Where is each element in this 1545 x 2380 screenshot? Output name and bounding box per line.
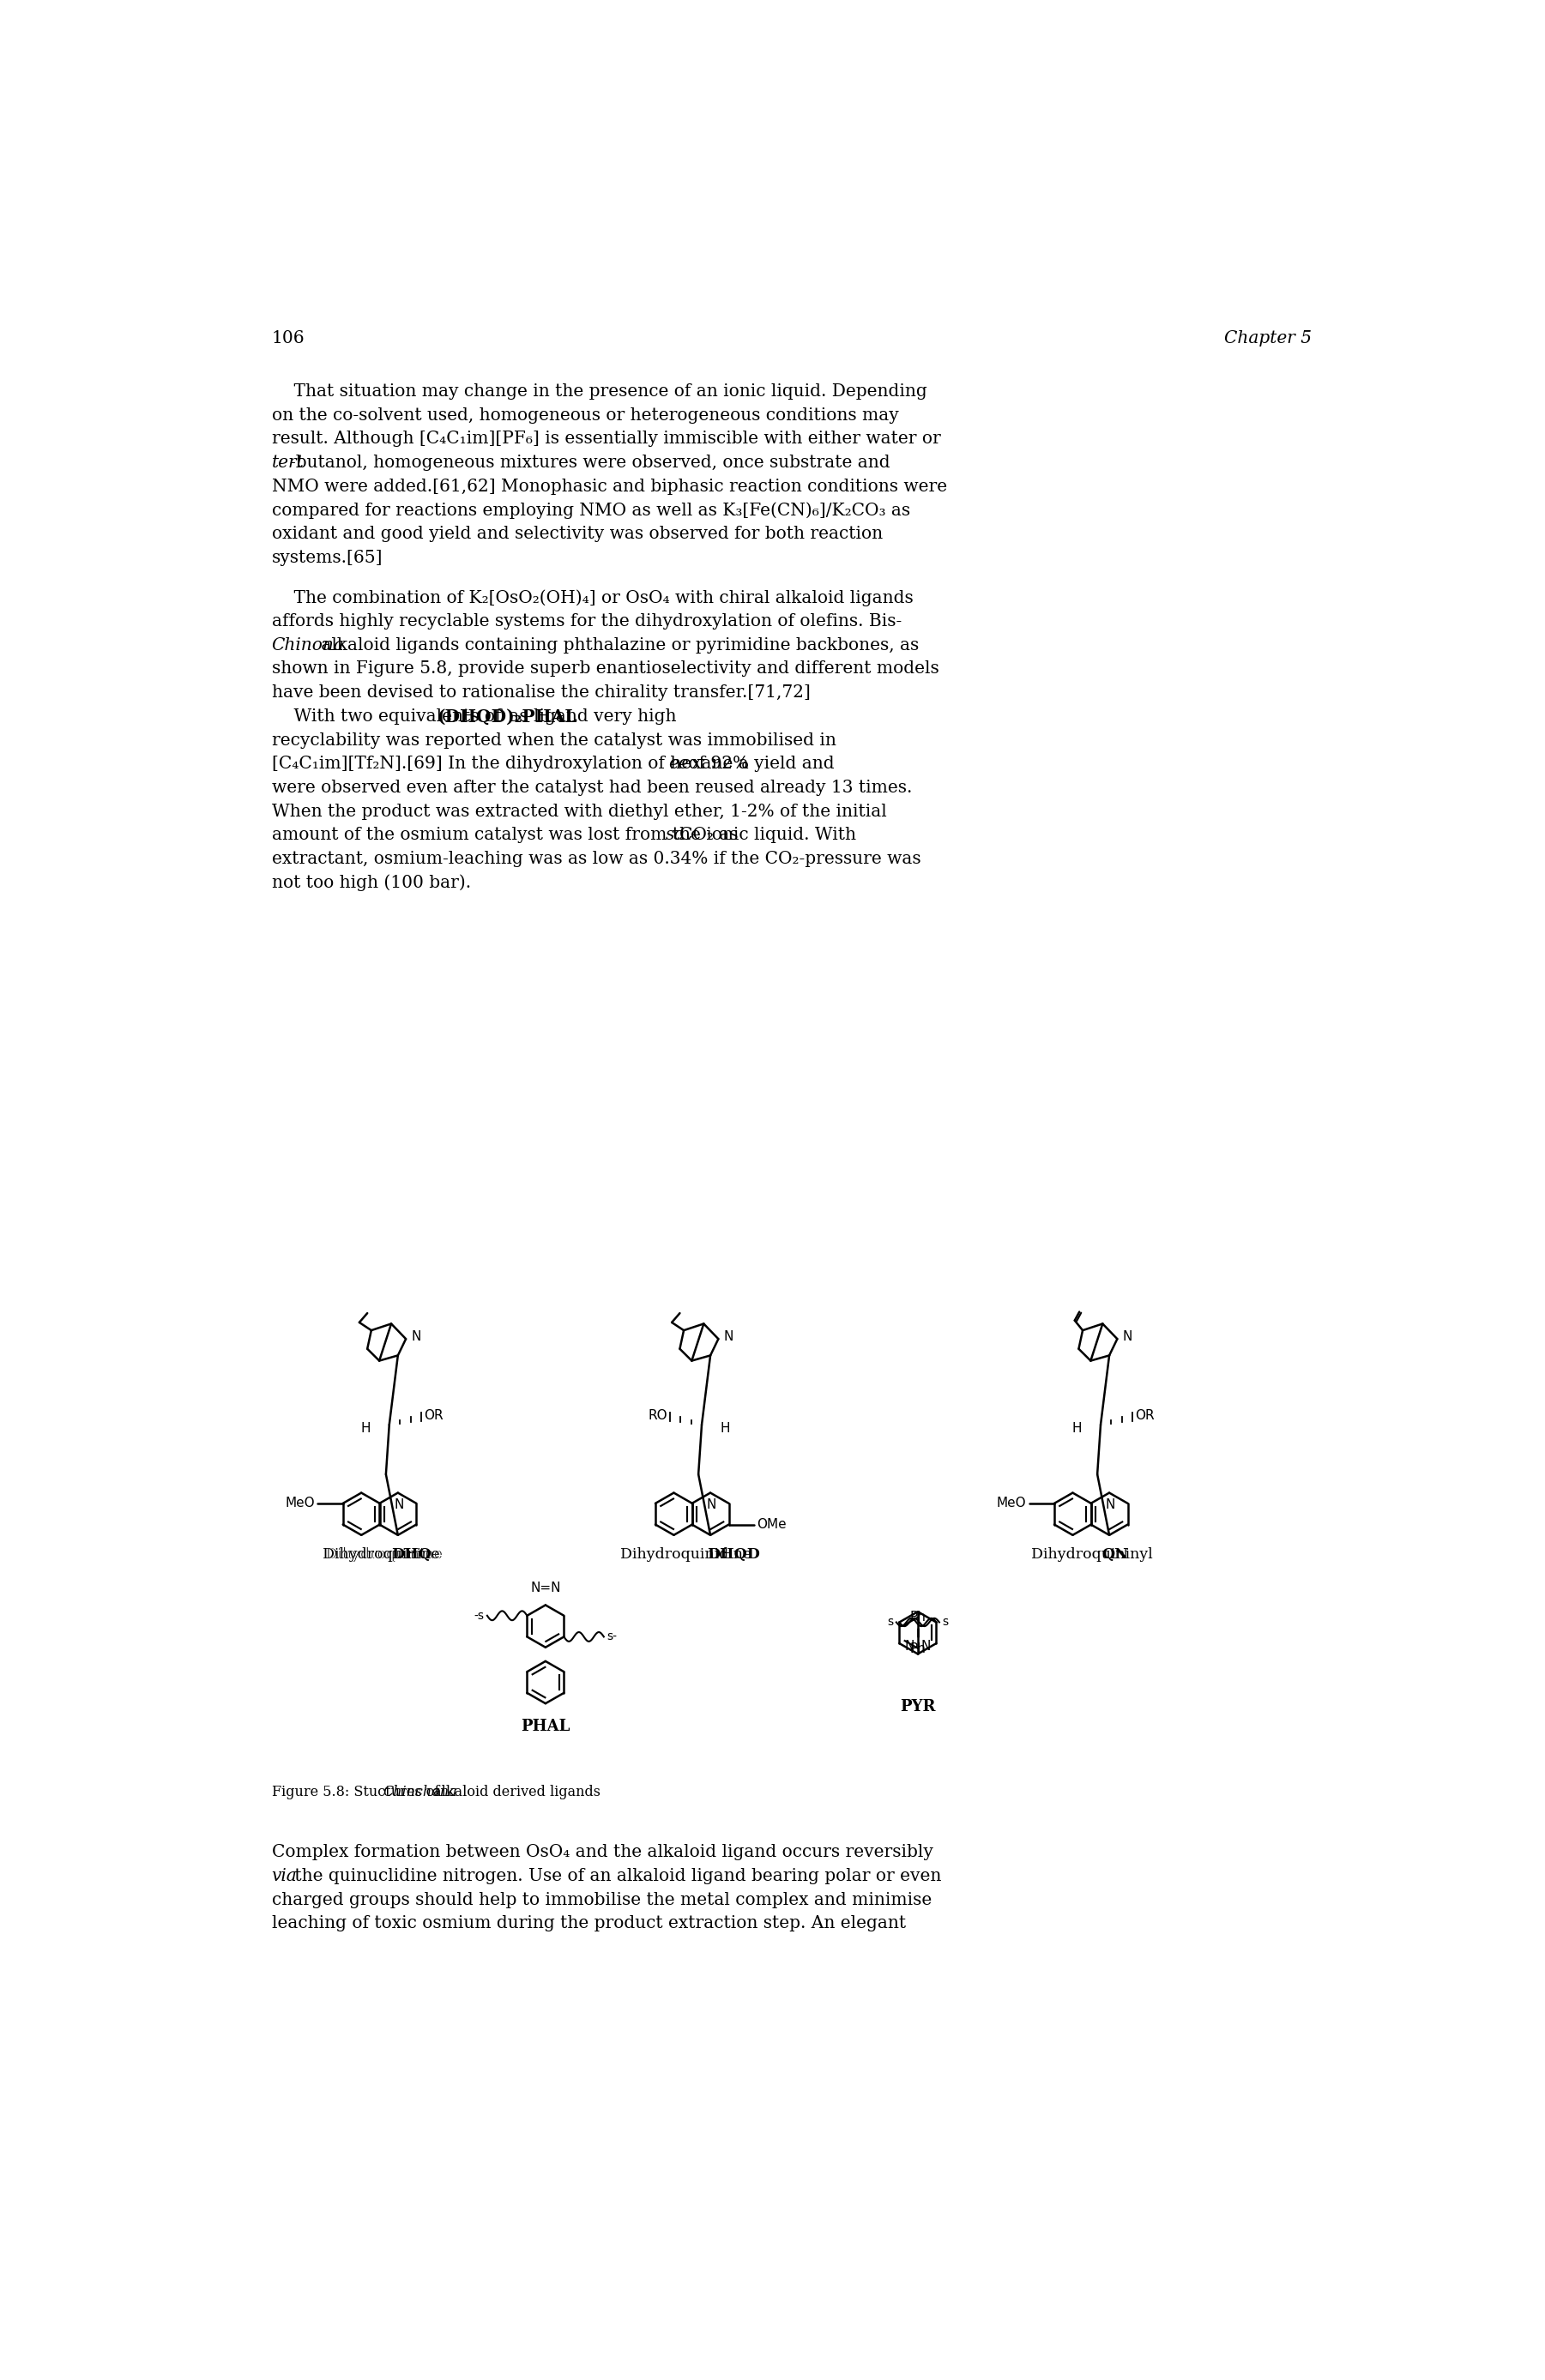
Text: not too high (100 bar).: not too high (100 bar). <box>272 876 471 892</box>
Text: Dihydroquinidine: Dihydroquinidine <box>620 1547 756 1561</box>
Text: ee: ee <box>669 757 689 771</box>
Text: the quinuclidine nitrogen. Use of an alkaloid ligand bearing polar or even: the quinuclidine nitrogen. Use of an alk… <box>289 1868 941 1885</box>
Text: N: N <box>921 1640 932 1652</box>
Text: systems.[65]: systems.[65] <box>272 550 383 566</box>
Text: N: N <box>905 1640 915 1652</box>
Text: PHAL: PHAL <box>521 1718 570 1735</box>
Text: Dihydroquinine: Dihydroquinine <box>323 1547 445 1561</box>
Text: Figure 5.8: Stuctures of: Figure 5.8: Stuctures of <box>272 1785 443 1799</box>
Text: With two equivalents of: With two equivalents of <box>272 709 507 724</box>
Text: N: N <box>706 1497 717 1511</box>
Text: OMe: OMe <box>757 1518 786 1530</box>
Text: affords highly recyclable systems for the dihydroxylation of olefins. Bis-: affords highly recyclable systems for th… <box>272 614 901 628</box>
Text: 106: 106 <box>272 331 304 347</box>
Text: shown in Figure 5.8, provide superb enantioselectivity and different models: shown in Figure 5.8, provide superb enan… <box>272 662 939 676</box>
Text: Dihydroquininyl: Dihydroquininyl <box>1031 1547 1157 1561</box>
Text: Complex formation between OsO₄ and the alkaloid ligand occurs reversibly: Complex formation between OsO₄ and the a… <box>272 1844 933 1861</box>
Text: charged groups should help to immobilise the metal complex and minimise: charged groups should help to immobilise… <box>272 1892 932 1909</box>
Text: [C₄C₁im][Tf₂N].[69] In the dihydroxylation of hexane a yield and: [C₄C₁im][Tf₂N].[69] In the dihydroxylati… <box>272 757 839 771</box>
Text: That situation may change in the presence of an ionic liquid. Depending: That situation may change in the presenc… <box>272 383 927 400</box>
Text: tert: tert <box>272 455 304 471</box>
Text: Chinona: Chinona <box>272 638 345 652</box>
Text: amount of the osmium catalyst was lost from the ionic liquid. With: amount of the osmium catalyst was lost f… <box>272 828 861 843</box>
Text: Ph: Ph <box>910 1611 925 1623</box>
Text: recyclability was reported when the catalyst was immobilised in: recyclability was reported when the cata… <box>272 733 836 747</box>
Text: CO₂ as: CO₂ as <box>680 828 739 843</box>
Text: -s: -s <box>474 1609 484 1621</box>
Text: N: N <box>411 1330 420 1342</box>
Text: RO: RO <box>647 1409 667 1421</box>
Text: N: N <box>723 1330 734 1342</box>
Text: s-: s- <box>607 1630 618 1642</box>
Text: DHQD: DHQD <box>708 1547 760 1561</box>
Text: MeO: MeO <box>286 1497 315 1509</box>
Text: extractant, osmium-leaching was as low as 0.34% if the CO₂-pressure was: extractant, osmium-leaching was as low a… <box>272 852 921 866</box>
Text: oxidant and good yield and selectivity was observed for both reaction: oxidant and good yield and selectivity w… <box>272 526 882 543</box>
Text: were observed even after the catalyst had been reused already 13 times.: were observed even after the catalyst ha… <box>272 781 912 795</box>
Text: The combination of K₂[OsO₂(OH)₄] or OsO₄ with chiral alkaloid ligands: The combination of K₂[OsO₂(OH)₄] or OsO₄… <box>272 590 913 607</box>
Text: as ligand very high: as ligand very high <box>504 709 677 724</box>
Text: H: H <box>362 1421 371 1435</box>
Text: OR: OR <box>423 1409 443 1421</box>
Text: (DHQD)₂PHAL: (DHQD)₂PHAL <box>437 709 578 726</box>
Text: N: N <box>394 1497 405 1511</box>
Text: via: via <box>272 1868 297 1885</box>
Text: of 92%: of 92% <box>683 757 749 771</box>
Text: Dihydroquinine: Dihydroquinine <box>324 1547 447 1561</box>
Text: MeO: MeO <box>997 1497 1026 1509</box>
Text: Dihydroquinine: Dihydroquinine <box>324 1547 456 1561</box>
Text: have been devised to rationalise the chirality transfer.[71,72]: have been devised to rationalise the chi… <box>272 685 810 700</box>
Text: H: H <box>720 1421 731 1435</box>
Text: -butanol, homogeneous mixtures were observed, once substrate and: -butanol, homogeneous mixtures were obse… <box>289 455 890 471</box>
Text: compared for reactions employing NMO as well as K₃[Fe(CN)₆]/K₂CO₃ as: compared for reactions employing NMO as … <box>272 502 910 519</box>
Text: Chapter 5: Chapter 5 <box>1225 331 1312 347</box>
Text: N: N <box>1106 1497 1115 1511</box>
Text: H: H <box>1072 1421 1082 1435</box>
Text: PYR: PYR <box>901 1699 936 1714</box>
Text: NMO were added.[61,62] Monophasic and biphasic reaction conditions were: NMO were added.[61,62] Monophasic and bi… <box>272 478 947 495</box>
Text: s: s <box>887 1616 893 1628</box>
Text: alkaloid ligands containing phthalazine or pyrimidine backbones, as: alkaloid ligands containing phthalazine … <box>315 638 919 652</box>
Text: alkaloid derived ligands: alkaloid derived ligands <box>430 1785 601 1799</box>
Text: When the product was extracted with diethyl ether, 1-2% of the initial: When the product was extracted with diet… <box>272 804 887 819</box>
Text: s: s <box>942 1616 949 1628</box>
Text: sc: sc <box>666 828 684 843</box>
Text: Ph: Ph <box>910 1642 925 1654</box>
Text: N=N: N=N <box>530 1583 561 1595</box>
Text: Chinchona: Chinchona <box>383 1785 457 1799</box>
Text: result. Although [C₄C₁im][PF₆] is essentially immiscible with either water or: result. Although [C₄C₁im][PF₆] is essent… <box>272 431 941 447</box>
Text: DHQ: DHQ <box>391 1547 431 1561</box>
Text: N: N <box>1123 1330 1132 1342</box>
Text: QN: QN <box>1102 1547 1128 1561</box>
Text: leaching of toxic osmium during the product extraction step. An elegant: leaching of toxic osmium during the prod… <box>272 1916 905 1933</box>
Text: OR: OR <box>1136 1409 1154 1421</box>
Text: on the co-solvent used, homogeneous or heterogeneous conditions may: on the co-solvent used, homogeneous or h… <box>272 407 899 424</box>
